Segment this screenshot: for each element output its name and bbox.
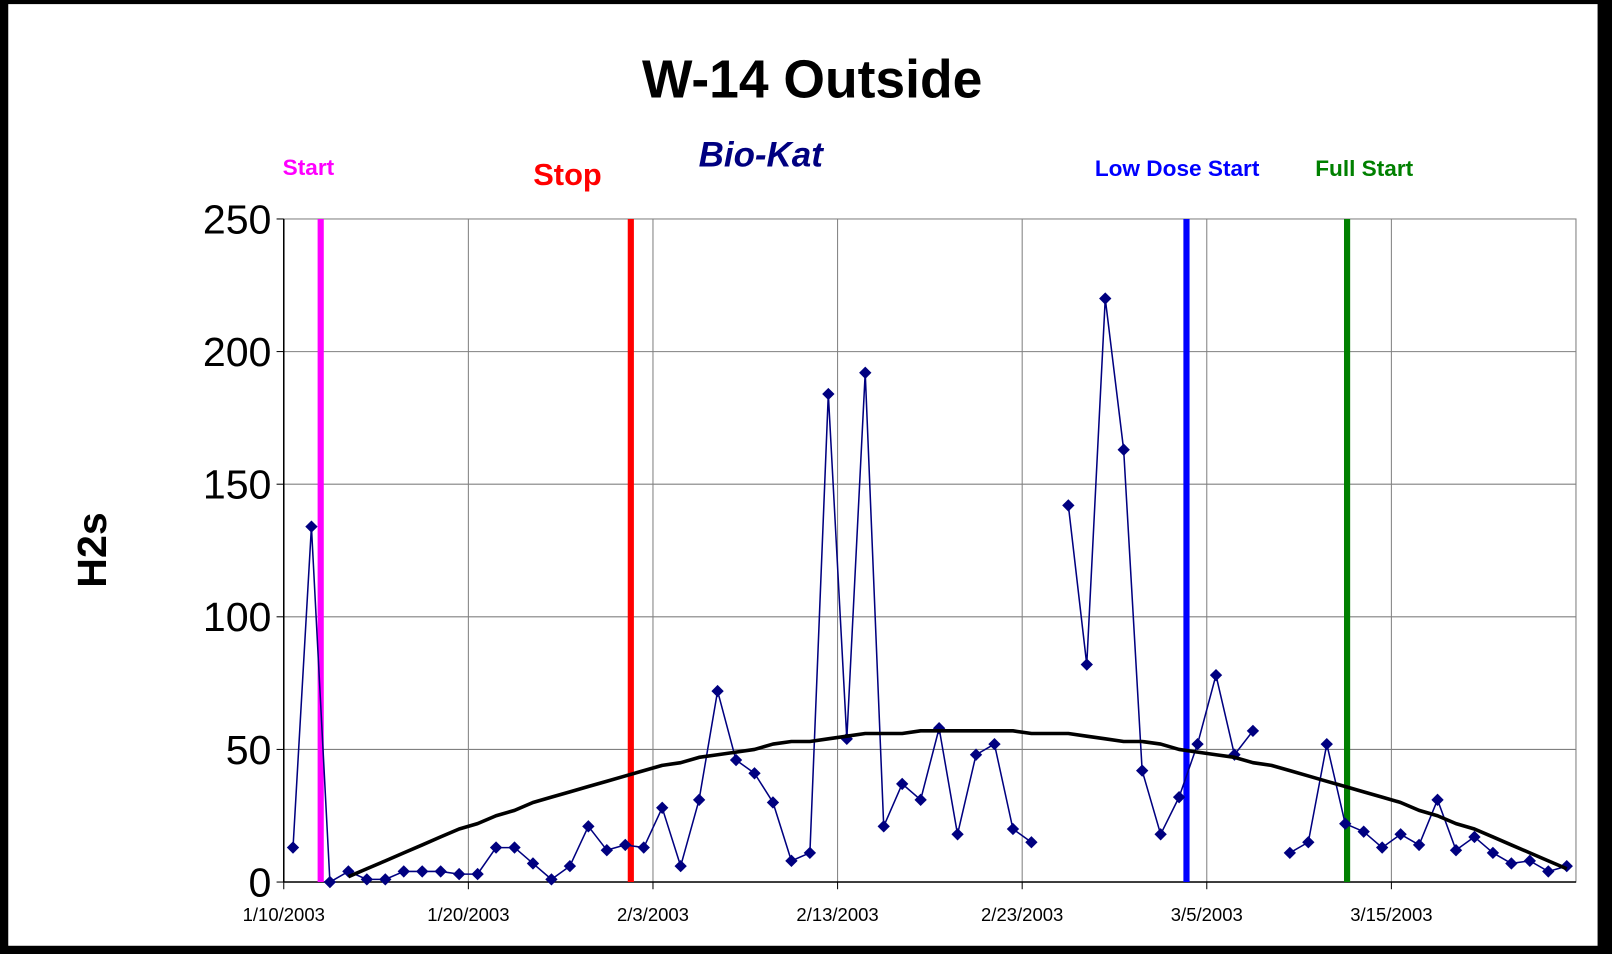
marker xyxy=(379,873,392,886)
marker xyxy=(1357,825,1370,838)
marker xyxy=(1117,443,1130,456)
marker xyxy=(619,838,632,852)
chart-subtitle: Bio-Kat xyxy=(699,136,825,175)
x-tick-label: 1/20/2003 xyxy=(427,904,509,925)
marker xyxy=(822,387,835,401)
marker xyxy=(526,857,540,870)
plot-area xyxy=(283,218,1577,883)
marker xyxy=(803,846,817,860)
marker xyxy=(508,841,521,854)
marker xyxy=(1339,817,1352,830)
x-tick-label: 2/3/2003 xyxy=(617,904,689,925)
marker xyxy=(674,859,687,873)
marker xyxy=(1209,668,1223,682)
marker xyxy=(914,793,927,806)
marker xyxy=(896,777,909,791)
trend-line xyxy=(347,729,1568,879)
y-tick-label: 100 xyxy=(203,594,272,640)
y-tick-label: 250 xyxy=(203,196,272,242)
marker xyxy=(877,820,890,833)
event-label: Full Start xyxy=(1315,156,1413,181)
marker xyxy=(1302,836,1315,849)
marker xyxy=(951,828,964,841)
marker xyxy=(323,875,337,889)
x-tick-label: 2/13/2003 xyxy=(796,904,878,925)
marker xyxy=(988,737,1001,751)
y-tick-label: 0 xyxy=(249,859,272,905)
event-label: Stop xyxy=(533,157,601,192)
marker xyxy=(582,820,595,833)
marker xyxy=(656,801,669,814)
marker xyxy=(1412,838,1426,852)
x-tick-label: 3/5/2003 xyxy=(1171,904,1243,925)
x-tick-label: 1/10/2003 xyxy=(243,904,325,925)
marker xyxy=(1320,737,1333,751)
marker xyxy=(563,859,577,873)
event-label: Start xyxy=(283,155,335,180)
marker xyxy=(785,854,798,867)
marker xyxy=(692,793,706,806)
marker xyxy=(637,841,650,854)
y-tick-label: 200 xyxy=(203,329,272,375)
y-tick-label: 150 xyxy=(203,462,272,508)
marker xyxy=(360,873,374,886)
x-tick-label: 3/15/2003 xyxy=(1350,904,1432,925)
marker xyxy=(1006,822,1020,836)
marker xyxy=(1025,836,1038,849)
y-tick-label: 50 xyxy=(226,727,272,773)
marker xyxy=(1154,828,1167,841)
marker xyxy=(545,873,558,886)
marker xyxy=(1505,857,1518,870)
event-label: Low Dose Start xyxy=(1095,156,1260,181)
marker xyxy=(969,748,983,761)
marker xyxy=(1431,793,1444,806)
marker xyxy=(286,841,300,854)
marker xyxy=(1394,828,1407,841)
x-tick-label: 2/23/2003 xyxy=(981,904,1063,925)
y-axis-label: H2s xyxy=(69,512,115,587)
chart-title: W-14 Outside xyxy=(642,51,982,110)
marker xyxy=(1283,846,1297,860)
marker xyxy=(600,844,613,857)
marker xyxy=(1486,846,1500,860)
